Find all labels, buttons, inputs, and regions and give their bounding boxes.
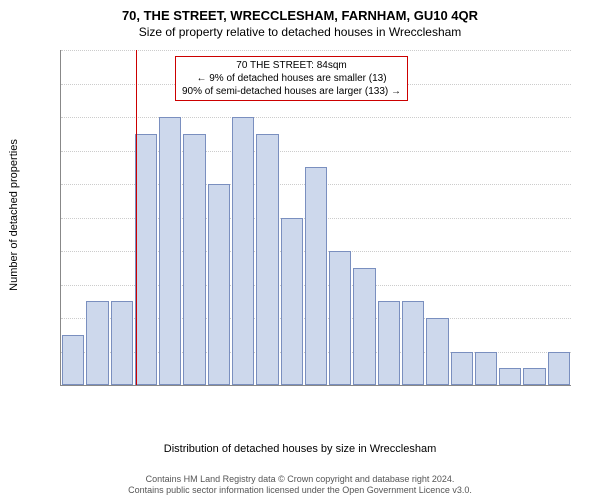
histogram-bar [548, 352, 570, 386]
histogram-bar [451, 352, 473, 386]
grid-line [61, 117, 571, 118]
plot-area: 70 THE STREET: 84sqm← 9% of detached hou… [60, 50, 571, 386]
footer-text: Contains HM Land Registry data © Crown c… [0, 474, 600, 497]
grid-line [61, 50, 571, 51]
histogram-bar [135, 134, 157, 385]
histogram-bar [523, 368, 545, 385]
histogram-bar [86, 301, 108, 385]
histogram-bar [159, 117, 181, 385]
footer-line-2: Contains public sector information licen… [0, 485, 600, 496]
histogram-bar [281, 218, 303, 386]
chart-container: 70, THE STREET, WRECCLESHAM, FARNHAM, GU… [0, 0, 600, 500]
histogram-bar [329, 251, 351, 385]
reference-line [136, 50, 137, 385]
histogram-bar [426, 318, 448, 385]
histogram-bar [183, 134, 205, 385]
annotation-box: 70 THE STREET: 84sqm← 9% of detached hou… [175, 56, 408, 101]
histogram-bar [378, 301, 400, 385]
footer-line-1: Contains HM Land Registry data © Crown c… [0, 474, 600, 485]
histogram-bar [499, 368, 521, 385]
histogram-bar [475, 352, 497, 386]
histogram-bar [232, 117, 254, 385]
histogram-bar [256, 134, 278, 385]
annotation-line-2: 90% of semi-detached houses are larger (… [182, 85, 401, 98]
histogram-bar [353, 268, 375, 385]
annotation-line-0: 70 THE STREET: 84sqm [182, 59, 401, 72]
x-axis-label: Distribution of detached houses by size … [0, 443, 600, 455]
annotation-line-1: ← 9% of detached houses are smaller (13) [182, 72, 401, 85]
chart-subtitle: Size of property relative to detached ho… [0, 23, 600, 39]
histogram-bar [111, 301, 133, 385]
histogram-bar [208, 184, 230, 385]
histogram-bar [62, 335, 84, 385]
histogram-bar [305, 167, 327, 385]
histogram-bar [402, 301, 424, 385]
chart-title: 70, THE STREET, WRECCLESHAM, FARNHAM, GU… [0, 0, 600, 23]
